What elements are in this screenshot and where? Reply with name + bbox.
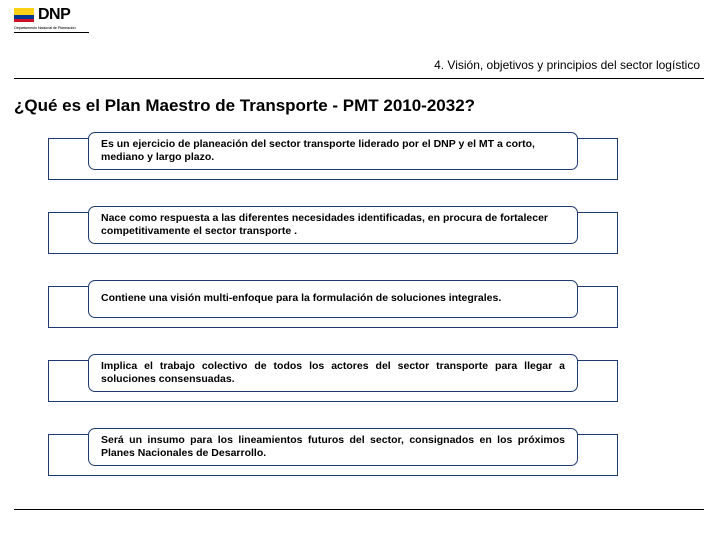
list-item: Implica el trabajo colectivo de todos lo… bbox=[48, 354, 628, 404]
list-item: Contiene una visión multi-enfoque para l… bbox=[48, 280, 628, 330]
list-item: Nace como respuesta a las diferentes nec… bbox=[48, 206, 628, 256]
divider-bottom bbox=[14, 509, 704, 510]
logo-row: DNP bbox=[14, 6, 70, 24]
list-item: Será un insumo para los lineamientos fut… bbox=[48, 428, 628, 478]
logo-underline bbox=[14, 32, 89, 33]
item-text: Nace como respuesta a las diferentes nec… bbox=[101, 212, 565, 238]
item-text: Será un insumo para los lineamientos fut… bbox=[101, 434, 565, 460]
inner-box: Es un ejercicio de planeación del sector… bbox=[88, 132, 578, 170]
item-text: Implica el trabajo colectivo de todos lo… bbox=[101, 360, 565, 386]
item-text: Es un ejercicio de planeación del sector… bbox=[101, 138, 565, 164]
page-title: ¿Qué es el Plan Maestro de Transporte - … bbox=[14, 96, 475, 116]
inner-box: Implica el trabajo colectivo de todos lo… bbox=[88, 354, 578, 392]
inner-box: Nace como respuesta a las diferentes nec… bbox=[88, 206, 578, 244]
logo: DNP Departamento Nacional de Planeación bbox=[14, 6, 89, 33]
items-container: Es un ejercicio de planeación del sector… bbox=[48, 132, 628, 478]
divider-top bbox=[14, 78, 704, 79]
item-text: Contiene una visión multi-enfoque para l… bbox=[101, 292, 501, 305]
inner-box: Será un insumo para los lineamientos fut… bbox=[88, 428, 578, 466]
logo-subline: Departamento Nacional de Planeación bbox=[14, 25, 76, 30]
list-item: Es un ejercicio de planeación del sector… bbox=[48, 132, 628, 182]
breadcrumb: 4. Visión, objetivos y principios del se… bbox=[434, 58, 700, 72]
logo-text: DNP bbox=[38, 6, 70, 24]
flag-icon bbox=[14, 8, 34, 22]
inner-box: Contiene una visión multi-enfoque para l… bbox=[88, 280, 578, 318]
